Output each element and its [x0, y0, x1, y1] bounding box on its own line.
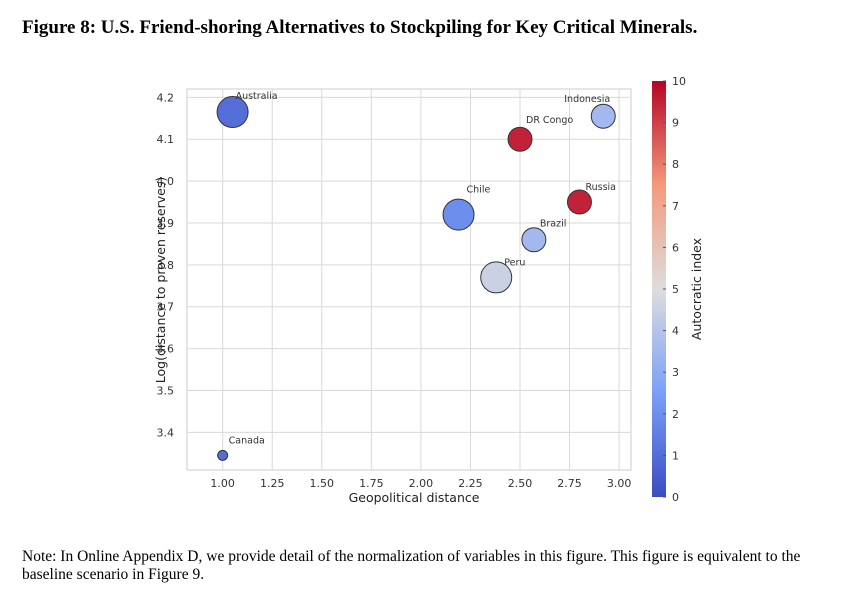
- plot-area: [186, 88, 632, 471]
- x-tick-label: 1.25: [260, 477, 285, 490]
- point-label-dr-congo: DR Congo: [526, 115, 573, 126]
- colorbar-tick-label: 3: [672, 366, 679, 379]
- grid-lines: [187, 89, 631, 470]
- point-label-peru: Peru: [504, 257, 525, 268]
- colorbar-tick-label: 9: [672, 117, 679, 130]
- point-brazil: [521, 227, 547, 253]
- data-points: [216, 96, 616, 461]
- y-tick-label: 3.5: [157, 384, 175, 397]
- y-tick-labels: 3.4 3.5 3.6 3.7 3.8 3.9 4.0 4.1 4.2: [157, 91, 175, 439]
- figure-title: Figure 8: U.S. Friend-shoring Alternativ…: [22, 17, 698, 38]
- point-russia: [566, 189, 592, 215]
- point-label-brazil: Brazil: [540, 219, 567, 230]
- point-canada: [217, 449, 229, 461]
- colorbar-tick-label: 4: [672, 325, 679, 338]
- colorbar-tick-label: 5: [672, 283, 679, 296]
- x-tick-label: 1.00: [210, 477, 235, 490]
- y-tick-label: 3.4: [157, 426, 175, 439]
- scatter-chart: 1.00 1.25 1.50 1.75 2.00 2.25 2.50 2.75 3.00 3.4…: [153, 75, 704, 505]
- point-indonesia: [590, 103, 616, 129]
- colorbar-tick-label: 8: [672, 158, 679, 171]
- y-tick-label: 4.0: [157, 175, 175, 188]
- y-tick-label: 3.7: [157, 301, 175, 314]
- colorbar-tick-label: 2: [672, 408, 679, 421]
- colorbar-ticks: 0 1 2 3 4 5 6 7 8 9 10: [663, 75, 686, 504]
- point-label-russia: Russia: [585, 182, 616, 193]
- y-tick-label: 4.2: [157, 91, 175, 104]
- point-dr-congo: [507, 126, 533, 152]
- colorbar-tick-label: 0: [672, 491, 679, 504]
- x-tick-label: 2.75: [557, 477, 582, 490]
- point-chile: [442, 198, 475, 231]
- colorbar-tick-label: 10: [672, 75, 686, 88]
- y-tick-label: 3.8: [157, 259, 175, 272]
- x-axis-label: Geopolitical distance: [349, 490, 480, 505]
- point-label-australia: Australia: [236, 91, 278, 102]
- colorbar-label: Autocratic index: [689, 238, 704, 340]
- y-tick-label: 3.9: [157, 217, 175, 230]
- x-tick-label: 2.25: [458, 477, 483, 490]
- point-labels: Australia Canada Chile Peru Brazil DR Congo Ru…: [229, 91, 616, 446]
- point-label-indonesia: Indonesia: [564, 94, 610, 105]
- colorbar-tick-label: 6: [672, 241, 679, 254]
- point-australia: [216, 96, 249, 129]
- colorbar-tick-label: 7: [672, 200, 679, 213]
- x-tick-label: 2.00: [409, 477, 434, 490]
- x-tick-label: 1.75: [359, 477, 384, 490]
- colorbar-tick-label: 1: [672, 449, 679, 462]
- point-peru: [480, 261, 513, 294]
- x-tick-label: 2.50: [508, 477, 533, 490]
- x-tick-label: 3.00: [607, 477, 632, 490]
- point-label-chile: Chile: [467, 185, 491, 196]
- colorbar: [652, 81, 666, 497]
- x-tick-label: 1.50: [310, 477, 335, 490]
- figure-note: Note: In Online Appendix D, we provide d…: [22, 548, 801, 583]
- y-axis-label: Log(distance to proven reserves): [153, 177, 168, 383]
- y-tick-label: 4.1: [157, 133, 175, 146]
- point-label-canada: Canada: [229, 435, 265, 446]
- y-tick-label: 3.6: [157, 343, 175, 356]
- x-tick-labels: 1.00 1.25 1.50 1.75 2.00 2.25 2.50 2.75 3.00: [210, 477, 631, 490]
